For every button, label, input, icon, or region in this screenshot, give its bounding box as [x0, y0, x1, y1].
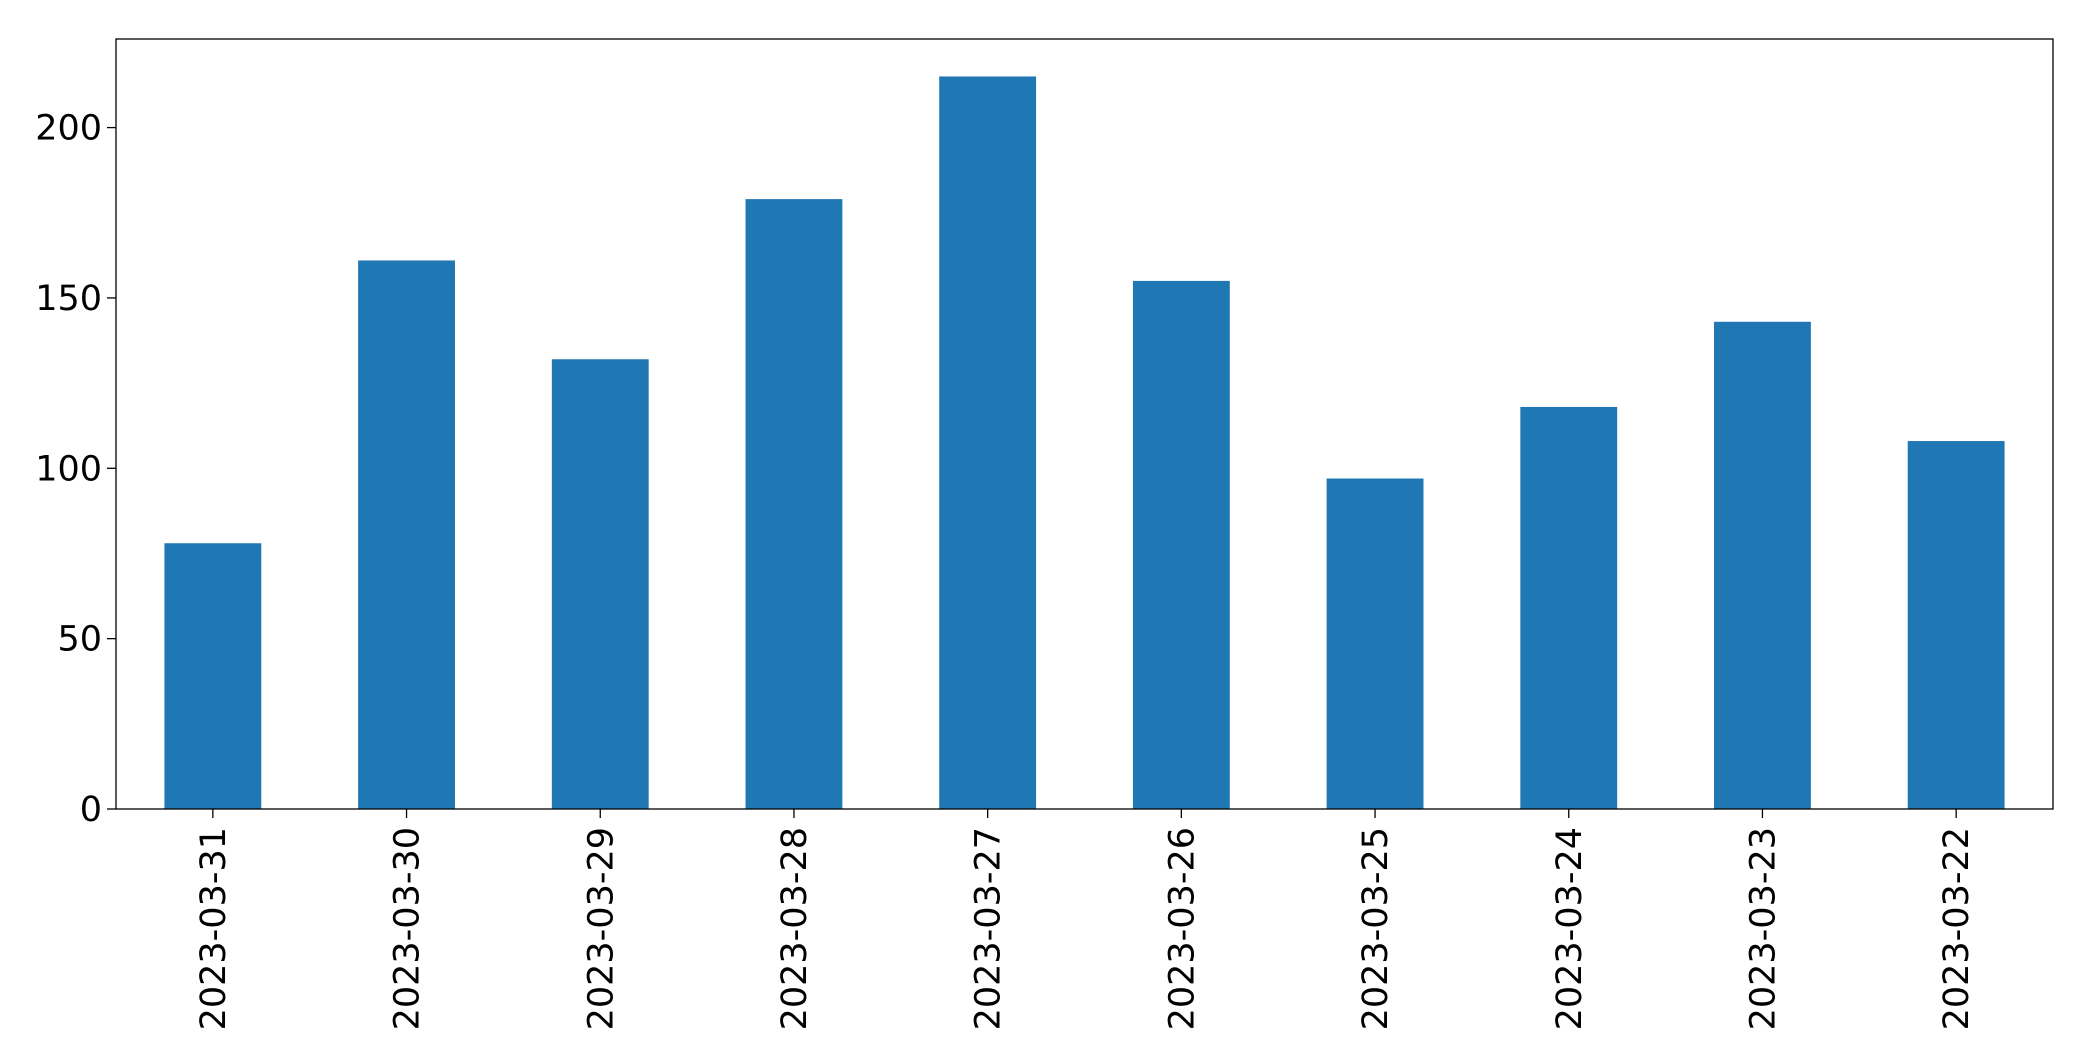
y-tick-label: 200	[35, 109, 102, 149]
x-tick-label: 2023-03-22	[1937, 827, 1977, 1030]
y-tick-label: 0	[80, 790, 102, 830]
bar	[1714, 321, 1811, 809]
x-tick-label: 2023-03-28	[775, 827, 815, 1030]
x-tick-label: 2023-03-26	[1162, 827, 1202, 1030]
x-tick-label: 2023-03-23	[1743, 827, 1783, 1030]
bar	[164, 543, 262, 809]
x-tick-label: 2023-03-27	[969, 827, 1009, 1030]
bar	[939, 76, 1037, 809]
x-tick-label: 2023-03-25	[1356, 827, 1396, 1030]
bar	[1326, 478, 1424, 809]
bar	[358, 260, 455, 809]
plot-frame	[115, 38, 2054, 810]
bar	[1520, 406, 1618, 809]
bar	[1132, 280, 1230, 809]
bar	[745, 199, 843, 809]
x-tick-label: 2023-03-24	[1550, 827, 1590, 1030]
x-tick-label: 2023-03-30	[388, 827, 428, 1030]
y-tick-label: 50	[57, 620, 102, 660]
y-tick-label: 100	[35, 449, 102, 489]
x-tick-label: 2023-03-29	[581, 827, 621, 1030]
y-tick-label: 150	[35, 279, 102, 319]
bar	[1907, 441, 2005, 809]
x-tick-label: 2023-03-31	[194, 827, 234, 1030]
bar	[551, 359, 649, 809]
